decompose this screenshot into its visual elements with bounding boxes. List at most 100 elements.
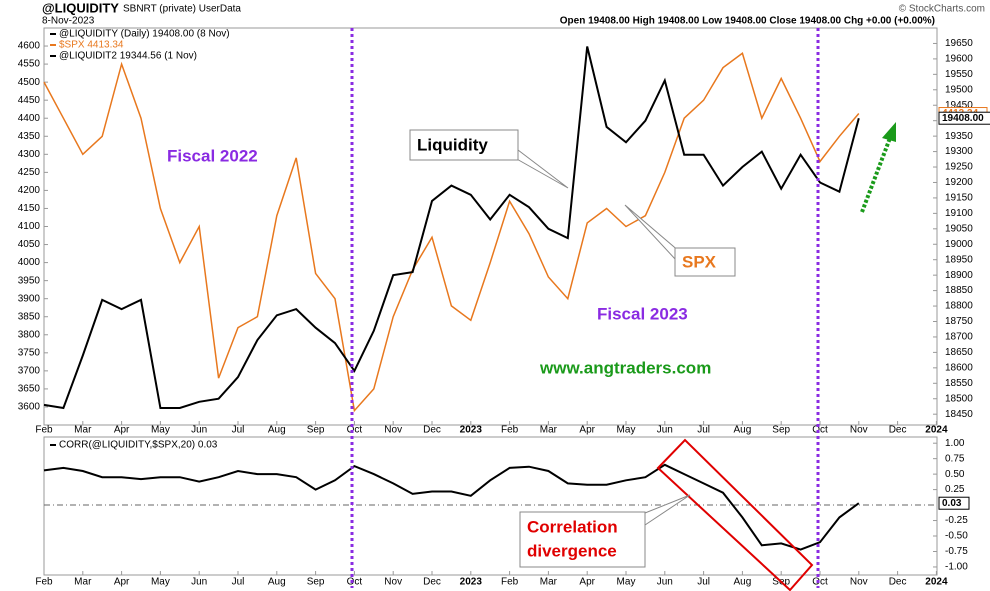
y2-tick-label: 19150	[945, 193, 973, 204]
y-tick-label: -0.50	[945, 531, 968, 542]
x-tick-label: Jul	[232, 425, 245, 436]
x-tick-label: Apr	[114, 577, 130, 588]
y-tick-label: 4400	[18, 113, 41, 124]
last-value-box	[938, 496, 970, 510]
x-tick-label: Mar	[74, 577, 92, 588]
y-tick-label: 0.25	[945, 484, 965, 495]
y2-tick-label: 18800	[945, 301, 973, 312]
x-tick-label: Mar	[74, 425, 92, 436]
y-tick-label: 4000	[18, 257, 41, 268]
x-tick-label: Sep	[307, 425, 325, 436]
y2-tick-label: 18750	[945, 316, 973, 327]
divergence-box	[656, 438, 814, 591]
x-tick-label: 2024	[925, 577, 948, 588]
x-tick-label: Mar	[540, 577, 558, 588]
y-tick-label: 4550	[18, 59, 41, 70]
x-tick-label: Mar	[540, 425, 558, 436]
x-tick-label: May	[151, 577, 170, 588]
x-tick-label: 2024	[925, 425, 948, 436]
x-tick-label: Jul	[697, 577, 710, 588]
trend-arrow	[860, 137, 892, 213]
y-tick-label: 4050	[18, 239, 41, 250]
annotation: Correlation	[527, 517, 618, 536]
series-line	[43, 46, 860, 410]
y-tick-label: 4300	[18, 149, 41, 160]
x-tick-label: 2023	[460, 577, 483, 588]
x-tick-label: May	[617, 425, 636, 436]
last-value: 19408.00	[938, 111, 990, 125]
series-line	[43, 463, 860, 551]
y-tick-label: -0.25	[945, 515, 968, 526]
annotation: Fiscal 2023	[597, 304, 688, 323]
x-tick-label: Feb	[501, 577, 519, 588]
y2-tick-label: 19600	[945, 54, 973, 65]
y-tick-label: 3900	[18, 293, 41, 304]
x-tick-label: Dec	[423, 577, 441, 588]
x-tick-label: Jun	[191, 577, 207, 588]
x-tick-label: Dec	[889, 577, 907, 588]
symbol: @LIQUIDITY	[42, 0, 119, 15]
y-tick-label: 4450	[18, 95, 41, 106]
y2-tick-label: 19000	[945, 239, 973, 250]
x-tick-label: 2023	[460, 425, 483, 436]
x-tick-label: Dec	[423, 425, 441, 436]
x-tick-label: Jun	[191, 425, 207, 436]
y2-tick-label: 19050	[945, 223, 973, 234]
y-tick-label: 3800	[18, 329, 41, 340]
y2-tick-label: 18700	[945, 332, 973, 343]
x-tick-label: Feb	[35, 425, 53, 436]
x-tick-label: Aug	[268, 425, 286, 436]
x-tick-label: Nov	[850, 425, 868, 436]
x-tick-label: May	[617, 577, 636, 588]
annotation: www.angtraders.com	[539, 358, 711, 377]
x-tick-label: Sep	[307, 577, 325, 588]
annotation: Fiscal 2022	[167, 146, 258, 165]
callout-pointer	[639, 494, 691, 526]
y-tick-label: 3650	[18, 384, 41, 395]
y2-tick-label: 18950	[945, 254, 973, 265]
y2-tick-label: 19350	[945, 131, 973, 142]
x-tick-label: Apr	[579, 577, 595, 588]
x-tick-label: Nov	[850, 577, 868, 588]
y-tick-label: 4250	[18, 167, 41, 178]
last-value-box	[938, 111, 990, 125]
y-tick-label: 3850	[18, 311, 41, 322]
callout-box	[409, 129, 519, 161]
annotation: divergence	[527, 541, 617, 560]
x-tick-label: Feb	[501, 425, 519, 436]
annotation: SPX	[682, 252, 717, 271]
y2-tick-label: 19650	[945, 38, 973, 49]
y-tick-label: 1.00	[945, 438, 965, 449]
y2-tick-label: 19100	[945, 208, 973, 219]
y-tick-label: 0.75	[945, 453, 965, 464]
y2-tick-label: 19500	[945, 84, 973, 95]
x-tick-label: Nov	[384, 577, 402, 588]
y2-tick-label: 19300	[945, 146, 973, 157]
date: 8-Nov-2023	[42, 16, 95, 27]
x-tick-label: May	[151, 425, 170, 436]
x-tick-label: Apr	[114, 425, 130, 436]
annotation: Liquidity	[417, 135, 488, 154]
legend-label: CORR(@LIQUIDITY,$SPX,20) 0.03	[59, 440, 218, 451]
y2-tick-label: 18900	[945, 270, 973, 281]
series-line	[43, 52, 860, 413]
ohlc: Open 19408.00 High 19408.00 Low 19408.00…	[560, 16, 935, 27]
x-tick-label: Jun	[657, 577, 673, 588]
x-tick-label: Dec	[889, 425, 907, 436]
y2-tick-label: 18450	[945, 409, 973, 420]
legend-label: @LIQUIDIT2 19344.56 (1 Nov)	[59, 51, 197, 62]
y-tick-label: -1.00	[945, 562, 968, 573]
y-tick-label: -0.75	[945, 546, 968, 557]
x-tick-label: Apr	[579, 425, 595, 436]
y-tick-label: 0.50	[945, 469, 965, 480]
x-tick-label: Oct	[812, 577, 828, 588]
y-tick-label: 3950	[18, 275, 41, 286]
y2-tick-label: 18650	[945, 347, 973, 358]
legend-label: @LIQUIDITY (Daily) 19408.00 (8 Nov)	[59, 29, 230, 40]
x-tick-label: Jul	[232, 577, 245, 588]
callout-box	[519, 511, 646, 568]
subtitle: SBNRT (private) UserData	[123, 4, 241, 15]
y2-tick-label: 19250	[945, 162, 973, 173]
x-tick-label: Aug	[268, 577, 286, 588]
